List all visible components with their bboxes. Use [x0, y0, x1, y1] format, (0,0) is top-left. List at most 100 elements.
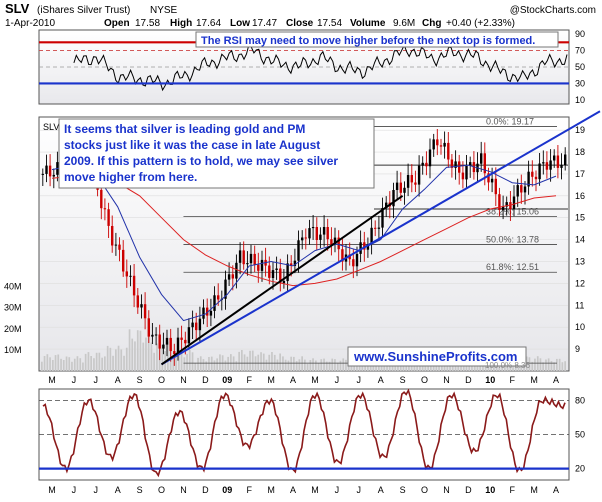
- price-candle-body: [107, 209, 110, 226]
- volume-bar: [564, 361, 566, 371]
- price-candle-body: [286, 263, 289, 282]
- ohlc-readout: Open 17.58 High 17.64 Low 17.47 Close 17…: [104, 18, 515, 29]
- price-candle-body: [202, 307, 205, 319]
- volume-bar: [276, 359, 279, 371]
- price-candle-body: [399, 182, 402, 193]
- volume-bar: [260, 352, 262, 371]
- volume-bar: [120, 349, 123, 371]
- rsi-tick-label: 90: [575, 29, 585, 39]
- price-x-tick-label: O: [421, 375, 428, 385]
- volume-bar: [115, 349, 117, 371]
- volume-bar: [60, 358, 62, 371]
- volume-bar: [84, 353, 87, 371]
- price-candle-body: [512, 196, 516, 210]
- volume-bar: [93, 358, 95, 371]
- volume-bar: [251, 350, 254, 371]
- price-x-tick-label: 09: [222, 375, 232, 385]
- price-candle-body: [129, 275, 132, 277]
- fib-level-label: 0.0%: 19.17: [486, 116, 534, 126]
- volume-bar: [65, 356, 68, 371]
- volume-bar: [558, 358, 561, 371]
- price-candle-body: [231, 274, 234, 279]
- price-candle-body: [352, 259, 355, 267]
- price-x-tick-label: J: [335, 375, 340, 385]
- volume-bar: [213, 360, 216, 371]
- price-candle-body: [206, 307, 209, 316]
- stochastic-x-tick-label: D: [465, 485, 472, 495]
- price-candle-body: [436, 139, 439, 146]
- price-panel-tag: SLV: [43, 122, 59, 132]
- volume-bar: [320, 359, 323, 371]
- blue-trendline: [161, 110, 601, 366]
- volume-bar: [183, 357, 186, 371]
- volume-bar: [312, 358, 314, 371]
- stochastic-x-tick-label: A: [115, 485, 121, 495]
- volume-bar: [205, 361, 208, 371]
- chg-label: Chg: [422, 18, 441, 29]
- price-candle-body: [52, 174, 55, 177]
- volume-bar: [553, 362, 555, 371]
- price-candle-body: [337, 237, 340, 250]
- volume-bar: [128, 329, 131, 371]
- price-candle-body: [213, 295, 216, 311]
- price-tick-label: 9: [575, 344, 580, 354]
- price-candle-body: [154, 334, 158, 336]
- price-candle-body: [454, 161, 457, 168]
- price-candle-body: [483, 153, 486, 174]
- price-candle-body: [377, 227, 381, 229]
- volume-bar: [57, 354, 60, 371]
- volume-bar: [109, 347, 112, 371]
- volume-bar: [279, 353, 281, 371]
- price-candle-body: [227, 274, 231, 280]
- price-candle-body: [403, 187, 406, 193]
- price-candle-body: [322, 227, 326, 235]
- volume-bar: [147, 329, 150, 371]
- price-x-tick-label: S: [137, 375, 143, 385]
- price-x-tick-label: O: [158, 375, 165, 385]
- price-candle-body: [297, 240, 300, 261]
- price-tick-label: 18: [575, 147, 585, 157]
- price-candle-body: [469, 162, 472, 166]
- volume-bar: [43, 356, 46, 371]
- price-candle-body: [319, 234, 322, 240]
- volume-bar: [46, 354, 49, 371]
- chart-ticker: SLV: [5, 1, 30, 16]
- volume-bar: [139, 330, 142, 371]
- volume-bar: [531, 361, 534, 371]
- price-candle-body: [432, 139, 435, 150]
- volume-bar: [175, 355, 177, 371]
- volume-bar: [194, 362, 197, 371]
- volume-bar: [284, 359, 287, 371]
- volume-bar: [153, 352, 155, 371]
- price-candle-body: [275, 268, 278, 270]
- price-x-tick-label: A: [115, 375, 121, 385]
- price-x-tick-label: A: [290, 375, 296, 385]
- volume-bar: [254, 356, 257, 371]
- rsi-line: [73, 43, 568, 92]
- price-x-tick-label: M: [48, 375, 56, 385]
- volume-bar: [246, 356, 249, 371]
- stochastic-tick-label: 50: [575, 430, 585, 440]
- volume-bar: [262, 353, 265, 371]
- website-link[interactable]: www.SunshineProfits.com: [353, 349, 517, 364]
- price-x-axis: M J J A S O N D 09 F M A M J J A S O N D 10 F M A: [48, 375, 559, 385]
- price-candle-body: [41, 173, 44, 175]
- stochastic-tick-label: 80: [575, 395, 585, 405]
- volume-bar: [49, 357, 51, 371]
- price-candle-body: [465, 166, 468, 180]
- volume-bar: [145, 337, 147, 371]
- price-x-tick-label: J: [72, 375, 77, 385]
- volume-bar: [216, 358, 218, 371]
- price-candle-body: [165, 337, 169, 345]
- volume-bar: [219, 354, 221, 371]
- volume-bar: [90, 356, 92, 371]
- chart-name: (iShares Silver Trust): [37, 5, 130, 16]
- volume-bar: [358, 362, 361, 371]
- price-candle-body: [257, 264, 260, 271]
- volume-bar: [156, 343, 158, 371]
- volume-bar: [186, 353, 188, 371]
- price-x-tick-label: F: [509, 375, 515, 385]
- price-candle-body: [187, 327, 191, 344]
- rsi-note-box: [195, 31, 559, 48]
- price-x-tick-label: M: [530, 375, 538, 385]
